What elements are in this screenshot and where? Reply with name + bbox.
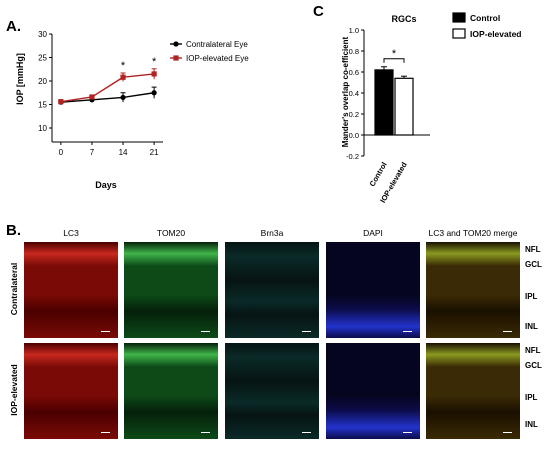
chart-a-point xyxy=(120,74,126,80)
micrograph-image xyxy=(225,343,319,439)
chart-c-significance: * xyxy=(392,48,397,60)
chart-a-legend-label: IOP-elevated Eye xyxy=(186,54,249,63)
chart-a-iop-line: IOP [mmHg] Days 10 15 20 25 30 0 7 14 21 * * Contra… xyxy=(15,30,249,190)
micrograph-image xyxy=(426,242,520,338)
chart-a-ytick-label: 25 xyxy=(38,54,47,63)
chart-a-ytick-label: 30 xyxy=(38,30,47,39)
micrograph-column-label: DAPI xyxy=(363,228,383,238)
chart-a-legend-label: Contralateral Eye xyxy=(186,40,248,49)
scale-bar xyxy=(201,431,210,433)
chart-c-ytick-label: 0.6 xyxy=(349,68,359,77)
chart-a-legend-marker xyxy=(173,55,179,61)
retina-layer-label: IPL xyxy=(525,393,538,402)
chart-a-legend-marker xyxy=(173,41,179,47)
panel-letter-a: A. xyxy=(6,18,21,35)
chart-a-ytick-label: 10 xyxy=(38,124,47,133)
chart-a-ytick-label: 15 xyxy=(38,101,47,110)
chart-a-xtick-label: 21 xyxy=(150,148,159,157)
scale-bar xyxy=(302,431,311,433)
chart-a-significance: * xyxy=(121,60,126,72)
chart-c-legend-label: IOP-elevated xyxy=(470,29,522,39)
chart-a-xlabel: Days xyxy=(95,180,117,190)
micrograph-image xyxy=(124,242,218,338)
chart-a-significance: * xyxy=(152,56,157,68)
retina-layer-label: IPL xyxy=(525,292,538,301)
micrograph-image xyxy=(124,343,218,439)
chart-c-legend-label: Control xyxy=(470,13,500,23)
chart-a-point xyxy=(151,90,157,96)
chart-a-ytick-label: 20 xyxy=(38,77,47,86)
chart-a-xtick-label: 7 xyxy=(90,148,95,157)
micrograph-column-label: TOM20 xyxy=(156,228,186,238)
retina-layer-label: GCL xyxy=(525,361,542,370)
retina-layer-label: GCL xyxy=(525,260,542,269)
chart-c-manders-bar: RGCs Mander's overlap co-efficient -0.2 0… xyxy=(341,12,522,204)
chart-a-point xyxy=(58,99,64,105)
micrograph-column-label: Brn3a xyxy=(260,228,284,238)
scale-bar xyxy=(101,330,110,332)
scale-bar xyxy=(403,431,412,433)
chart-a-series-line xyxy=(60,92,155,103)
chart-c-bar xyxy=(374,69,394,136)
scale-bar xyxy=(503,431,512,433)
scale-bar xyxy=(403,330,412,332)
chart-c-ytick-label: 0.8 xyxy=(349,47,359,56)
scale-bar xyxy=(201,330,210,332)
chart-a-xtick-label: 0 xyxy=(59,148,64,157)
chart-c-significance-bracket xyxy=(383,58,405,63)
chart-c-title: RGCs xyxy=(391,14,416,24)
panel-letter-c: C xyxy=(313,3,324,20)
chart-c-ytick-label: -0.2 xyxy=(346,152,359,161)
chart-c-ytick-label: 1.0 xyxy=(349,26,359,35)
micrograph-image xyxy=(326,343,420,439)
chart-c-legend-swatch xyxy=(452,28,466,39)
retina-layer-label: INL xyxy=(525,322,538,331)
micrograph-row-label: Contralateral xyxy=(9,262,19,316)
chart-c-ylabel: Mander's overlap co-efficient xyxy=(341,36,350,147)
retina-layer-label: NFL xyxy=(525,346,541,355)
chart-c-legend-swatch xyxy=(452,12,466,23)
chart-a-xtick-label: 14 xyxy=(119,148,128,157)
chart-a-point xyxy=(120,94,126,101)
panel-letter-b: B. xyxy=(6,222,21,239)
scale-bar xyxy=(503,330,512,332)
chart-c-ytick-label: 0.0 xyxy=(349,131,359,140)
chart-a-ylabel: IOP [mmHg] xyxy=(15,53,25,105)
chart-a-point xyxy=(89,94,95,100)
chart-a-series-line xyxy=(60,73,155,103)
micrograph-column-label: LC3 xyxy=(63,228,79,238)
micrograph-image xyxy=(426,343,520,439)
micrograph-image xyxy=(24,343,118,439)
chart-c-xtick-label: Control xyxy=(368,161,389,189)
chart-a-point xyxy=(151,71,157,77)
scale-bar xyxy=(302,330,311,332)
micrograph-column-label: LC3 and TOM20 merge xyxy=(428,228,518,238)
micrograph-image xyxy=(225,242,319,338)
chart-c-ytick-label: 0.4 xyxy=(349,89,359,98)
chart-c-bar xyxy=(394,77,414,136)
chart-c-ytick-label: 0.2 xyxy=(349,110,359,119)
micrograph-image xyxy=(24,242,118,338)
scale-bar xyxy=(101,431,110,433)
retina-layer-label: INL xyxy=(525,420,538,429)
micrograph-image xyxy=(326,242,420,338)
retina-layer-label: NFL xyxy=(525,245,541,254)
micrograph-row-label: IOP-elevated xyxy=(9,364,19,416)
